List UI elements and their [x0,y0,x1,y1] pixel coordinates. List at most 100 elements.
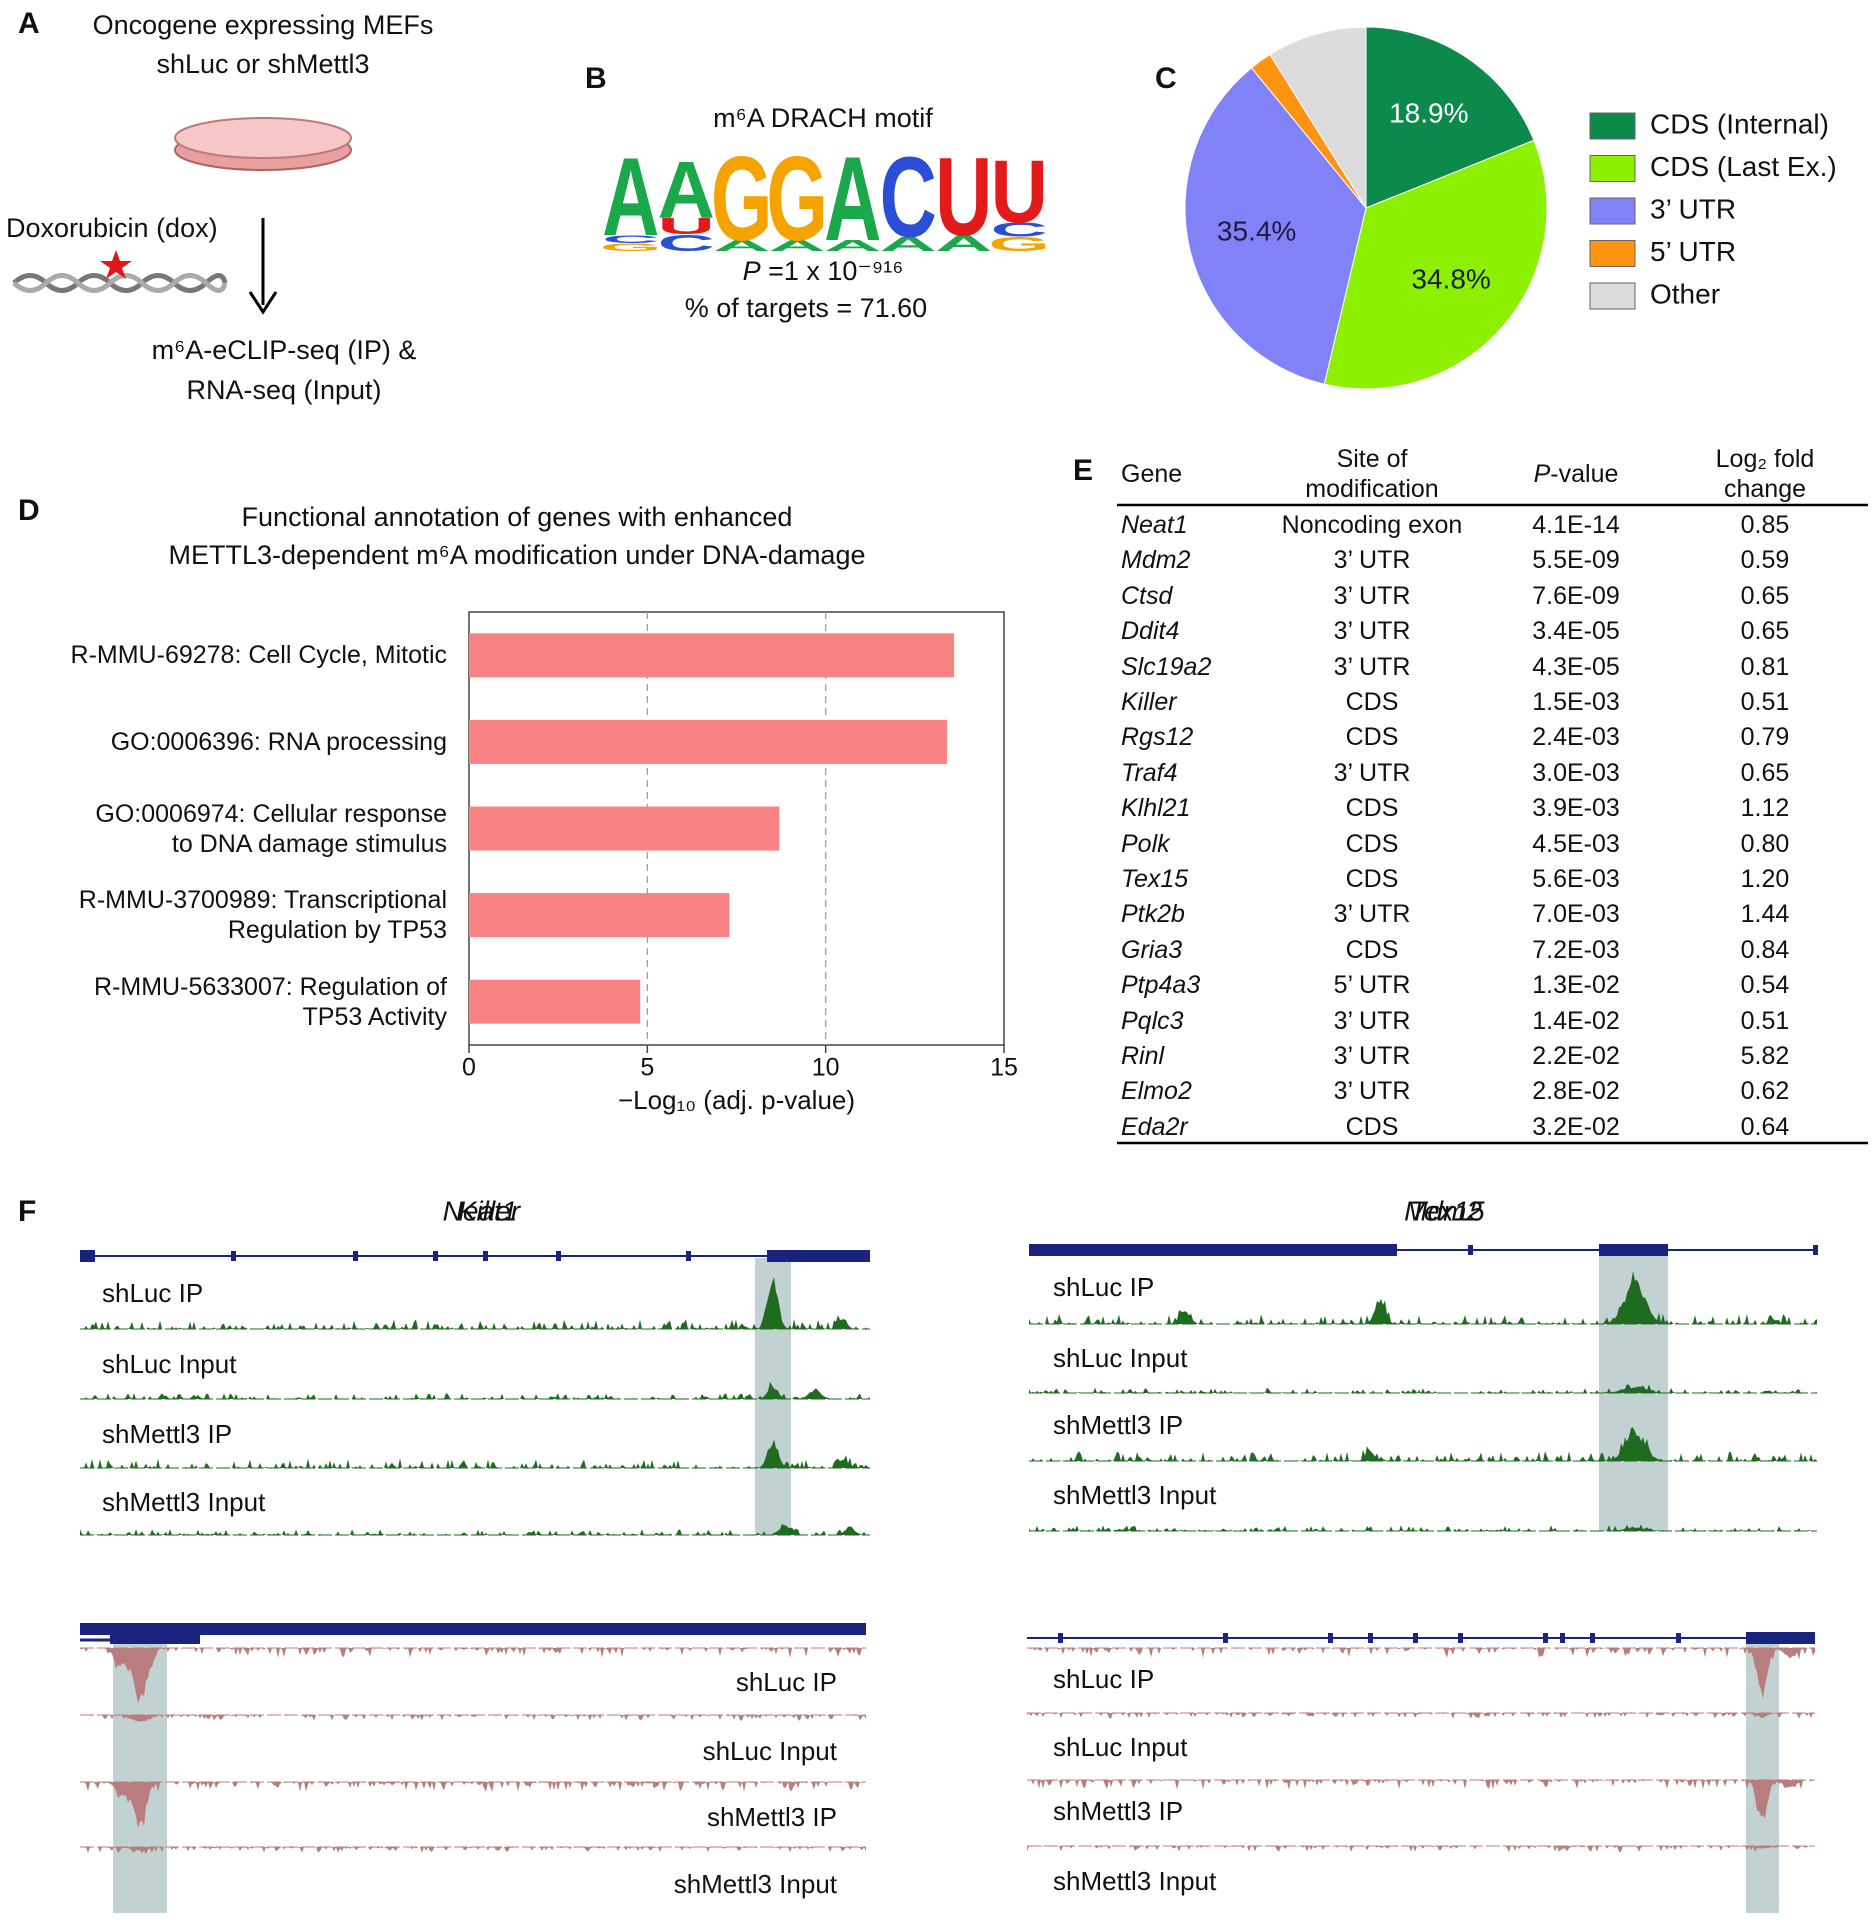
table-cell: Klhl21 [1121,794,1191,823]
track-label: shLuc IP [102,1278,203,1308]
table-cell: 3.4E-05 [1532,617,1620,646]
x-axis-label: −Log₁₀ (adj. p-value) [617,1085,856,1115]
table-cell: 3’ UTR [1333,900,1411,929]
gene-exon [1468,1245,1473,1255]
table-cell: 5.5E-09 [1532,546,1620,575]
motif-letter: A [658,145,715,235]
track-label: shLuc Input [703,1736,838,1766]
text: % of targets = 71.60 [685,293,927,323]
track-label: shLuc Input [1053,1732,1188,1762]
track-label: shLuc IP [1053,1664,1154,1694]
motif-letter: A [880,233,937,255]
motif-letter: A [602,136,659,259]
table-cell: 0.80 [1740,829,1790,858]
table-cell: 1.12 [1740,794,1790,823]
coverage-track [80,1847,866,1855]
table-cell: CDS [1345,794,1399,823]
table-cell: 0.64 [1740,1112,1790,1141]
gene-exon [1413,1633,1418,1643]
table-cell: 3’ UTR [1333,652,1411,681]
table-cell: Ptk2b [1121,900,1185,929]
table-cell: 3’ UTR [1333,546,1411,575]
legend-swatch [1589,240,1636,267]
text: m⁶A-eCLIP-seq (IP) & [152,335,417,365]
table-cell: 4.3E-05 [1532,652,1620,681]
table-cell: 3.2E-02 [1532,1112,1620,1141]
gene-exon [686,1251,691,1261]
table-cell: Ptp4a3 [1121,971,1201,1000]
gene-exon [1458,1633,1463,1643]
table-cell: Polk [1121,829,1170,858]
pie-slice [1269,26,1367,210]
motif-letter: A [935,231,992,256]
coverage-track [1027,1780,1815,1819]
motif-letter: C [991,219,1048,241]
motif-letter: A [769,237,826,254]
table-cell: 3.9E-03 [1532,794,1620,823]
table-cell: Killer [1121,688,1177,716]
track-label: shLuc IP [1053,1272,1154,1302]
motif-letter: U [935,136,992,259]
text: RNA-seq (Input) [186,375,381,405]
table-cell: 0.62 [1740,1077,1790,1106]
track-label: shMettl3 Input [1053,1480,1217,1510]
dna-strand [12,273,228,293]
legend-label: CDS (Internal) [1650,108,1829,139]
track-label: shLuc IP [736,1667,837,1697]
gene-exon [1560,1633,1565,1643]
table-cell: 1.44 [1740,900,1790,929]
track-label: shMettl3 Input [1053,1866,1217,1896]
table-cell: Noncoding exon [1281,511,1463,539]
bar [469,806,780,851]
legend-swatch [1589,282,1636,310]
coverage-track [1029,1524,1817,1531]
legend-label: 3’ UTR [1650,193,1736,224]
table-cell: 3’ UTR [1333,1042,1411,1070]
table-cell: 0.65 [1740,617,1790,646]
y-tick-label: R-MMU-5633007: Regulation of TP53 Activi… [94,972,447,1031]
gene-exon [1590,1633,1595,1643]
gene-exon [1599,1244,1668,1256]
gene-exon [80,1250,95,1262]
coverage-track [80,1381,870,1399]
table-cell: 7.0E-03 [1532,900,1620,929]
dna-strand [12,273,228,293]
gene-exon [1029,1244,1397,1256]
bar [469,893,730,938]
panel-letter: A [18,7,40,40]
coverage-track [1029,1427,1817,1461]
arrow-head [248,291,278,315]
coverage-track [80,1715,866,1722]
track-label: shMettl3 IP [707,1802,837,1832]
table-cell: 5.6E-03 [1532,865,1620,893]
table-cell: Gria3 [1121,935,1183,964]
track-label: shMettl3 Input [102,1487,266,1517]
table-cell: 0.51 [1740,688,1790,716]
gene-exon [231,1251,236,1261]
motif-letter: A [824,133,881,266]
table-cell: 1.5E-03 [1532,688,1620,716]
y-tick-label: GO:0006396: RNA processing [110,727,447,756]
table-cell: 3’ UTR [1333,617,1411,646]
table-cell: 0.54 [1740,971,1790,1000]
gene-exon [80,1623,866,1635]
table-cell: Slc19a2 [1121,652,1212,681]
pie-slice [1323,139,1548,390]
gene-exon [433,1251,438,1261]
motif-letter: A [824,237,881,254]
track-label: shMettl3 IP [1053,1410,1183,1440]
gene-exon [1368,1633,1373,1643]
panel-letter: D [18,494,40,527]
legend-label: CDS (Last Ex.) [1650,151,1837,182]
table-cell: 4.1E-14 [1532,511,1620,539]
coverage-track [1027,1713,1815,1719]
legend-swatch [1589,155,1636,182]
track-label: shMettl3 IP [102,1419,232,1449]
pie-slice [1184,67,1367,385]
table-cell: Eda2r [1121,1112,1188,1141]
motif-letter: U [991,142,1048,241]
data-label: 35.4% [1217,216,1296,247]
panel-letter: E [1073,454,1093,487]
track-label: shMettl3 Input [674,1869,838,1899]
